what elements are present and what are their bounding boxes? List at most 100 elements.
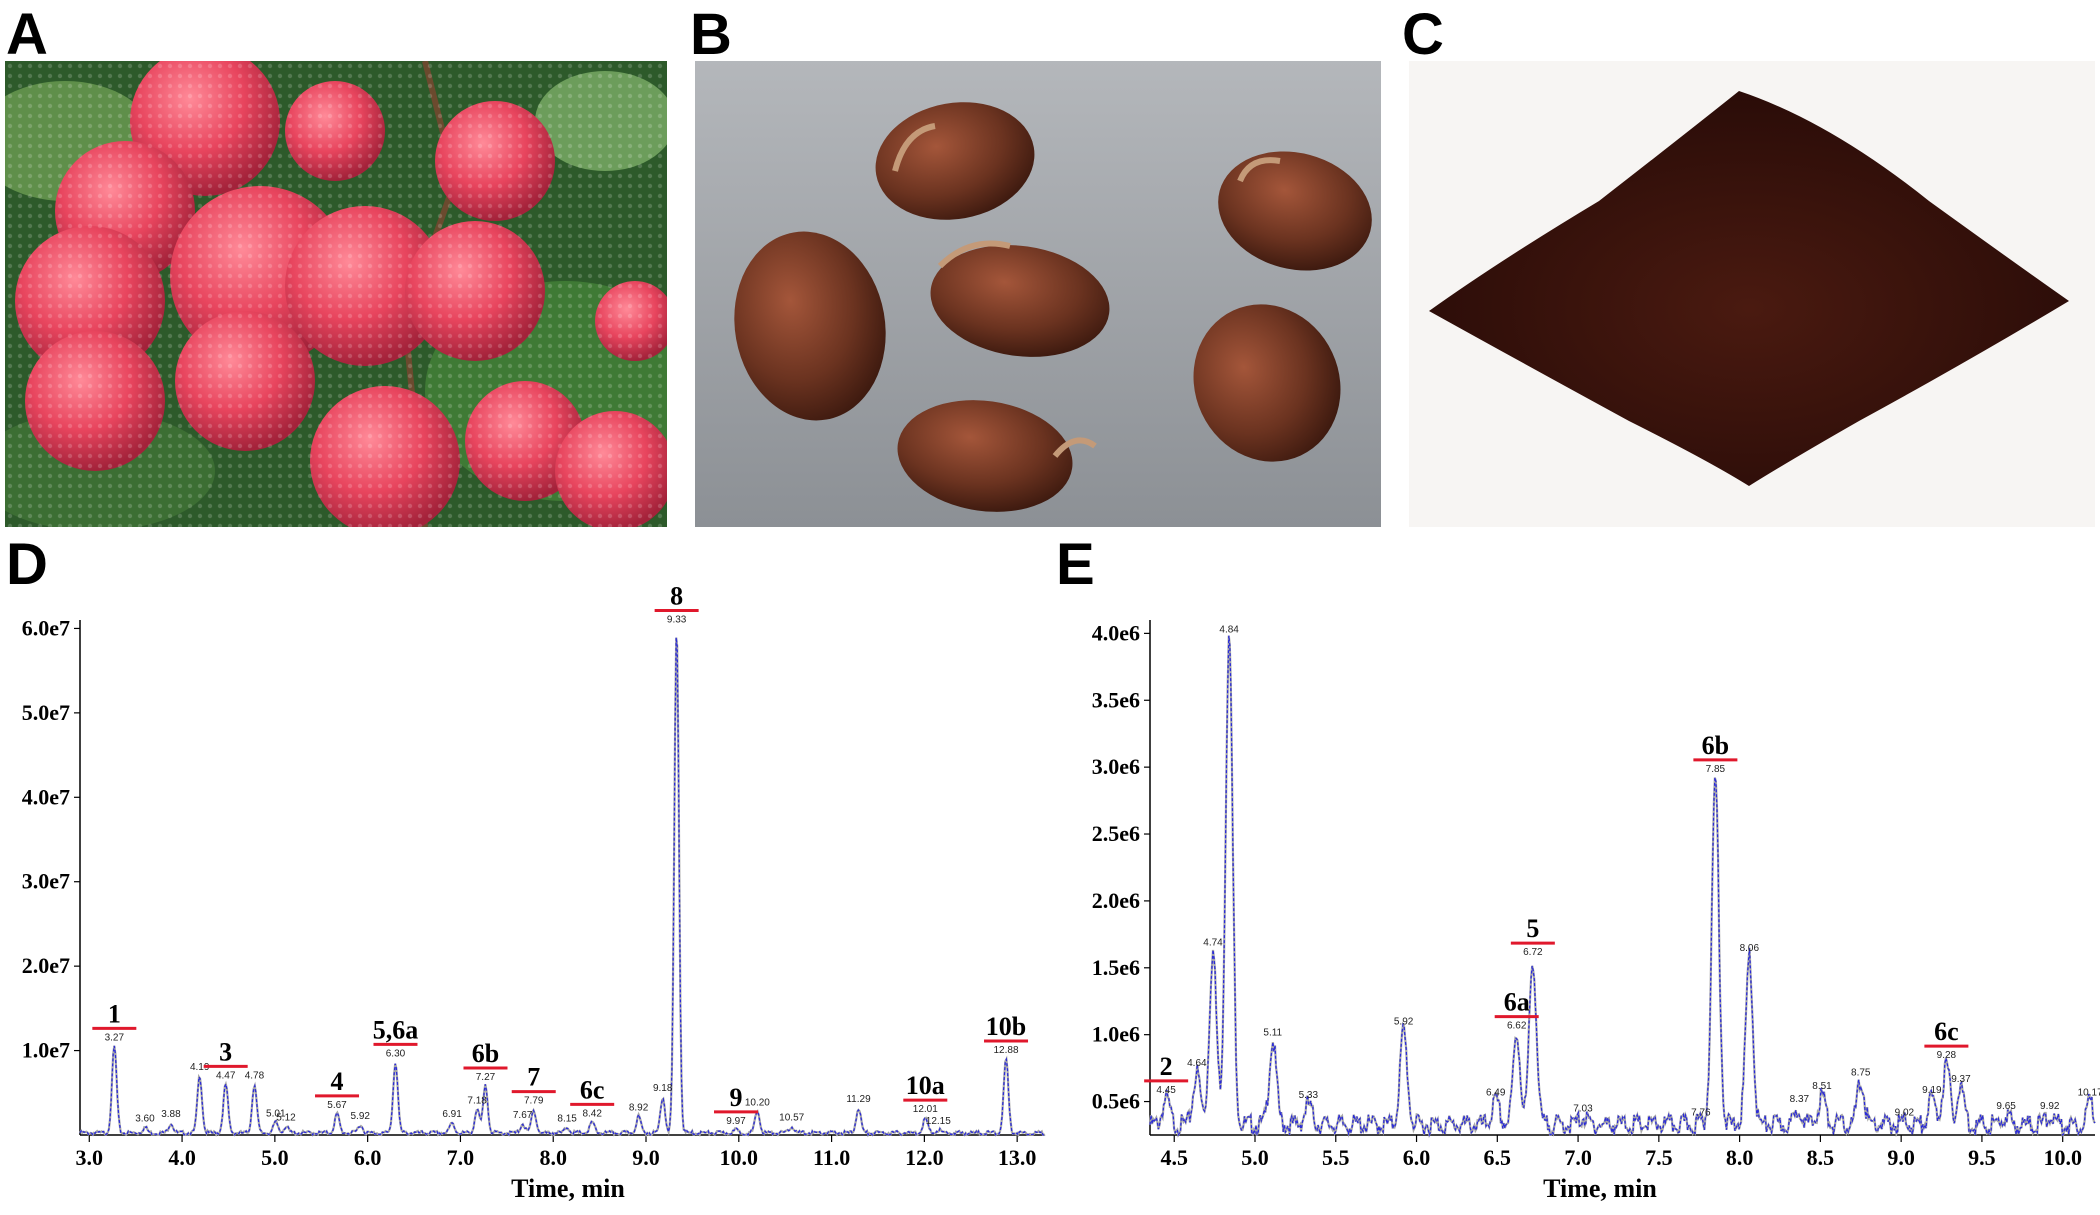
peak-retention-time: 7.27 bbox=[476, 1072, 496, 1083]
peak-compound-id: 10a bbox=[906, 1071, 945, 1100]
peak-retention-time: 5.92 bbox=[1394, 1017, 1414, 1028]
peak-retention-time: 7.03 bbox=[1573, 1104, 1593, 1115]
peak-compound-id: 6b bbox=[472, 1039, 499, 1068]
trace-blue bbox=[79, 637, 1046, 1137]
peak-retention-time: 8.42 bbox=[582, 1108, 602, 1119]
chart-d-xlabel: Time, min bbox=[511, 1174, 625, 1203]
peak-retention-time: 5.11 bbox=[1263, 1027, 1282, 1038]
lychee-fruits bbox=[5, 61, 667, 527]
peak-compound-id: 4 bbox=[331, 1067, 344, 1096]
peak-retention-time: 5.33 bbox=[1299, 1090, 1319, 1101]
y-tick-label: 1.0e6 bbox=[1092, 1022, 1140, 1047]
x-tick-label: 8.5 bbox=[1807, 1145, 1835, 1170]
peak-retention-time: 7.76 bbox=[1691, 1108, 1711, 1119]
chart-e-axes: 0.5e6 1.0e6 1.5e6 2.0e6 2.5e6 3.0e6 3.5e6 4.0e6… bbox=[1092, 620, 2095, 1170]
peak-retention-time: 6.91 bbox=[442, 1109, 462, 1120]
chromatogram-d: 1.0e7 2.0e7 3.0e7 4.0e7 5.0e7 6.0e7 3.0 4.0 5.0 6… bbox=[22, 581, 1046, 1203]
peak-compound-id: 6c bbox=[580, 1075, 605, 1104]
x-tick-label: 13.0 bbox=[998, 1145, 1037, 1170]
peak-retention-time: 12.88 bbox=[994, 1045, 1019, 1056]
y-tick-label: 2.0e6 bbox=[1092, 888, 1140, 913]
peak-retention-time: 4.74 bbox=[1203, 938, 1223, 949]
panel-label-d: D bbox=[6, 532, 48, 597]
x-tick-label: 4.5 bbox=[1160, 1145, 1188, 1170]
seed-powder-photo bbox=[1409, 61, 2095, 527]
x-tick-label: 6.0 bbox=[1403, 1145, 1431, 1170]
peak-retention-time: 10.20 bbox=[745, 1097, 770, 1108]
x-tick-label: 6.5 bbox=[1484, 1145, 1512, 1170]
peak-retention-time: 5.92 bbox=[350, 1111, 370, 1122]
peak-retention-time: 8.51 bbox=[1812, 1081, 1832, 1092]
peak-retention-time: 7.67 bbox=[513, 1110, 533, 1121]
peak-retention-time: 9.97 bbox=[726, 1116, 746, 1127]
panel-label-e: E bbox=[1056, 532, 1095, 597]
peak-retention-time: 6.62 bbox=[1507, 1021, 1527, 1032]
trace-blue bbox=[1149, 635, 2096, 1137]
x-tick-label: 7.5 bbox=[1645, 1145, 1673, 1170]
peak-retention-time: 3.27 bbox=[105, 1032, 125, 1043]
peak-retention-time: 9.33 bbox=[667, 614, 687, 625]
x-tick-label: 10.0 bbox=[2043, 1145, 2082, 1170]
x-tick-label: 5.5 bbox=[1322, 1145, 1350, 1170]
x-tick-label: 9.5 bbox=[1968, 1145, 1996, 1170]
lychee-seeds-photo bbox=[695, 61, 1381, 527]
chart-e-peak-labels: 4.45 2 4.64 4.74 4.84 5.11 5.33 5.92 6.49 6.62 6a 6… bbox=[1144, 625, 2100, 1119]
peak-retention-time: 5.67 bbox=[327, 1100, 347, 1111]
y-tick-label: 2.5e6 bbox=[1092, 821, 1140, 846]
peak-compound-id: 2 bbox=[1160, 1052, 1173, 1081]
peak-retention-time: 4.47 bbox=[216, 1070, 236, 1081]
peak-retention-time: 8.92 bbox=[629, 1102, 649, 1113]
y-tick-label: 4.0e6 bbox=[1092, 620, 1140, 645]
peak-retention-time: 9.28 bbox=[1937, 1050, 1957, 1061]
lychee-fruit-illustration bbox=[5, 61, 667, 527]
peak-retention-time: 6.72 bbox=[1523, 947, 1543, 958]
y-tick-label: 6.0e7 bbox=[22, 615, 70, 640]
peak-retention-time: 9.92 bbox=[2040, 1101, 2060, 1112]
peak-compound-id: 6c bbox=[1934, 1017, 1959, 1046]
peak-retention-time: 9.37 bbox=[1951, 1074, 1971, 1085]
peak-retention-time: 9.19 bbox=[1922, 1085, 1942, 1096]
peak-retention-time: 4.45 bbox=[1156, 1085, 1176, 1096]
peak-retention-time: 10.57 bbox=[779, 1113, 804, 1124]
peak-retention-time: 4.84 bbox=[1219, 625, 1239, 636]
x-tick-label: 5.0 bbox=[261, 1145, 289, 1170]
y-tick-label: 3.0e7 bbox=[22, 869, 70, 894]
peak-compound-id: 6b bbox=[1702, 731, 1729, 760]
peak-retention-time: 9.18 bbox=[653, 1083, 673, 1094]
x-tick-label: 5.0 bbox=[1241, 1145, 1269, 1170]
y-tick-label: 1.0e7 bbox=[22, 1038, 70, 1063]
peak-retention-time: 12.15 bbox=[926, 1116, 951, 1127]
y-tick-label: 2.0e7 bbox=[22, 953, 70, 978]
peak-retention-time: 8.06 bbox=[1740, 943, 1760, 954]
lychee-seeds-illustration bbox=[695, 61, 1381, 527]
x-tick-label: 8.0 bbox=[539, 1145, 567, 1170]
peak-compound-id: 5 bbox=[1526, 914, 1539, 943]
chart-d-axes: 1.0e7 2.0e7 3.0e7 4.0e7 5.0e7 6.0e7 3.0 4.0 5.0 6… bbox=[22, 615, 1045, 1170]
chart-e-trace bbox=[1148, 635, 2096, 1139]
peak-retention-time: 4.19 bbox=[190, 1062, 210, 1073]
panel-label-b: B bbox=[690, 2, 732, 67]
peak-retention-time: 3.88 bbox=[161, 1109, 181, 1120]
peak-retention-time: 11.29 bbox=[846, 1094, 871, 1105]
peak-retention-time: 10.17 bbox=[2078, 1088, 2100, 1099]
panel-label-c: C bbox=[1402, 2, 1444, 67]
peak-retention-time: 12.01 bbox=[913, 1104, 938, 1115]
peak-compound-id: 10b bbox=[986, 1012, 1026, 1041]
peak-compound-id: 3 bbox=[219, 1037, 232, 1066]
x-tick-label: 7.0 bbox=[1564, 1145, 1592, 1170]
y-tick-label: 4.0e7 bbox=[22, 784, 70, 809]
peak-retention-time: 7.79 bbox=[524, 1096, 544, 1107]
x-tick-label: 8.0 bbox=[1726, 1145, 1754, 1170]
lychee-fruit-photo bbox=[5, 61, 667, 527]
peak-retention-time: 4.64 bbox=[1187, 1058, 1207, 1069]
x-tick-label: 6.0 bbox=[354, 1145, 382, 1170]
peak-retention-time: 8.75 bbox=[1851, 1067, 1871, 1078]
peak-retention-time: 7.18 bbox=[467, 1096, 487, 1107]
x-tick-label: 7.0 bbox=[447, 1145, 475, 1170]
y-tick-label: 3.0e6 bbox=[1092, 754, 1140, 779]
x-tick-label: 4.0 bbox=[168, 1145, 196, 1170]
peak-retention-time: 6.49 bbox=[1486, 1088, 1506, 1099]
chart-e-xlabel: Time, min bbox=[1543, 1174, 1657, 1203]
chromatogram-e: 0.5e6 1.0e6 1.5e6 2.0e6 2.5e6 3.0e6 3.5e6 4.0e6… bbox=[1092, 620, 2100, 1203]
